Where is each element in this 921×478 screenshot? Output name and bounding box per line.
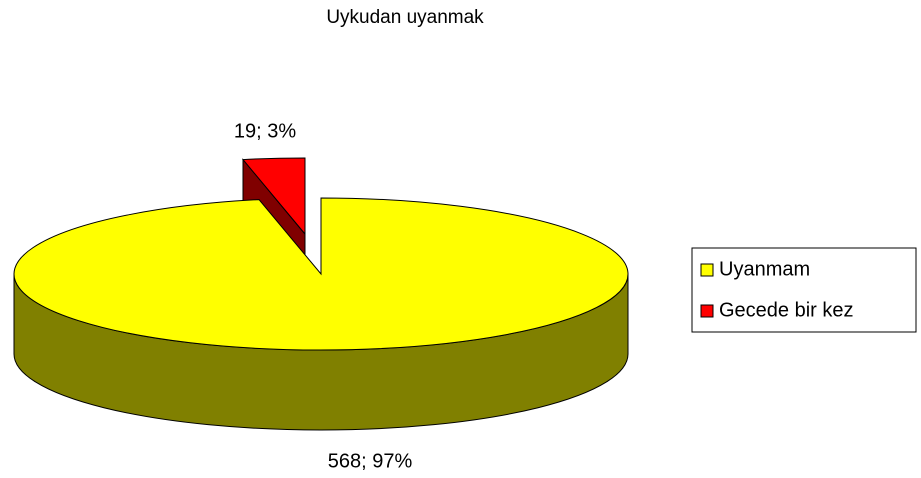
legend-label: Gecede bir kez [719, 299, 854, 321]
legend-swatch [700, 304, 714, 318]
data-label: 19; 3% [234, 120, 296, 142]
legend-label: Uyanmam [719, 258, 810, 280]
pie-slice [13, 197, 629, 351]
data-label: 568; 97% [328, 450, 413, 472]
chart-title: Uykudan uyanmak [326, 7, 484, 28]
legend-swatch [700, 263, 714, 277]
legend-box [691, 247, 917, 333]
pie-slice [241, 157, 306, 236]
